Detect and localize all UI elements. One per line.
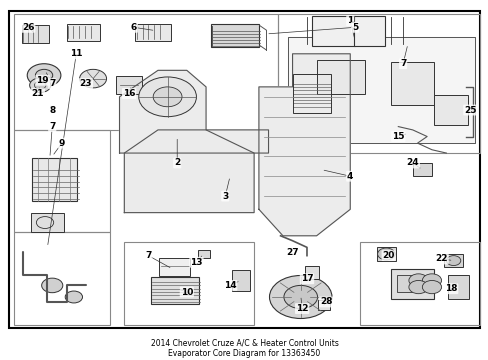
Text: 27: 27: [285, 248, 298, 257]
Bar: [359, 242, 479, 325]
Circle shape: [27, 64, 61, 87]
Text: 23: 23: [80, 79, 92, 88]
Text: 7: 7: [49, 79, 55, 88]
Bar: [447, 275, 468, 300]
Text: 2014 Chevrolet Cruze A/C & Heater Control Units
Evaporator Core Diagram for 1336: 2014 Chevrolet Cruze A/C & Heater Contro…: [150, 339, 338, 358]
Text: 13: 13: [190, 258, 202, 267]
Circle shape: [139, 77, 196, 117]
Bar: [135, 24, 171, 41]
Text: 4: 4: [346, 172, 353, 181]
Circle shape: [153, 87, 182, 107]
Circle shape: [422, 274, 441, 287]
Text: 7: 7: [399, 59, 406, 68]
Text: 18: 18: [444, 284, 456, 293]
Circle shape: [65, 291, 82, 303]
Circle shape: [408, 280, 427, 294]
Bar: [14, 130, 110, 233]
Circle shape: [446, 256, 460, 266]
Bar: [124, 242, 254, 325]
Bar: [390, 269, 433, 299]
Bar: [311, 16, 354, 45]
Bar: [353, 16, 385, 45]
Text: 12: 12: [295, 304, 308, 313]
Bar: [150, 277, 199, 303]
Circle shape: [377, 248, 394, 260]
Text: 22: 22: [434, 255, 447, 264]
Text: 16: 16: [122, 89, 135, 98]
Bar: [397, 275, 411, 292]
Text: 20: 20: [382, 251, 394, 260]
Text: 28: 28: [319, 297, 332, 306]
Text: 9: 9: [59, 139, 65, 148]
Polygon shape: [258, 54, 349, 236]
Circle shape: [34, 81, 46, 89]
Text: 3: 3: [222, 192, 228, 201]
Bar: [412, 163, 431, 176]
Circle shape: [269, 275, 331, 319]
Bar: [433, 95, 467, 125]
Text: 24: 24: [406, 158, 418, 167]
Bar: [210, 24, 258, 47]
Circle shape: [35, 69, 53, 81]
Bar: [304, 266, 318, 279]
Bar: [317, 300, 329, 310]
Circle shape: [422, 280, 441, 294]
Text: 21: 21: [32, 89, 44, 98]
Bar: [443, 254, 462, 267]
Text: 10: 10: [180, 288, 193, 297]
Text: 1: 1: [346, 16, 353, 25]
Text: 19: 19: [36, 76, 49, 85]
Bar: [31, 213, 64, 233]
Text: 26: 26: [22, 23, 34, 32]
Polygon shape: [287, 37, 474, 143]
Bar: [32, 158, 77, 201]
Bar: [278, 14, 479, 153]
Text: 2: 2: [174, 158, 180, 167]
Bar: [14, 14, 278, 130]
Bar: [292, 74, 330, 113]
Text: 5: 5: [351, 23, 357, 32]
Text: 8: 8: [49, 105, 55, 114]
Bar: [14, 233, 110, 325]
Circle shape: [41, 278, 62, 293]
Bar: [390, 62, 433, 105]
Bar: [316, 60, 364, 94]
Bar: [116, 76, 142, 94]
Text: 17: 17: [300, 274, 313, 283]
Bar: [231, 270, 249, 291]
Circle shape: [80, 69, 106, 88]
Text: 7: 7: [145, 251, 151, 260]
Circle shape: [408, 274, 427, 287]
Text: 25: 25: [463, 105, 476, 114]
Bar: [376, 247, 395, 261]
Circle shape: [30, 78, 51, 93]
Bar: [66, 24, 100, 41]
Text: 11: 11: [70, 49, 82, 58]
Bar: [197, 250, 209, 258]
Text: 6: 6: [131, 23, 137, 32]
Bar: [22, 25, 48, 43]
Polygon shape: [124, 130, 254, 213]
Bar: [159, 258, 190, 276]
Text: 15: 15: [391, 132, 404, 141]
Text: 7: 7: [49, 122, 55, 131]
Text: 14: 14: [224, 281, 236, 290]
Polygon shape: [119, 70, 268, 153]
Circle shape: [284, 285, 317, 309]
